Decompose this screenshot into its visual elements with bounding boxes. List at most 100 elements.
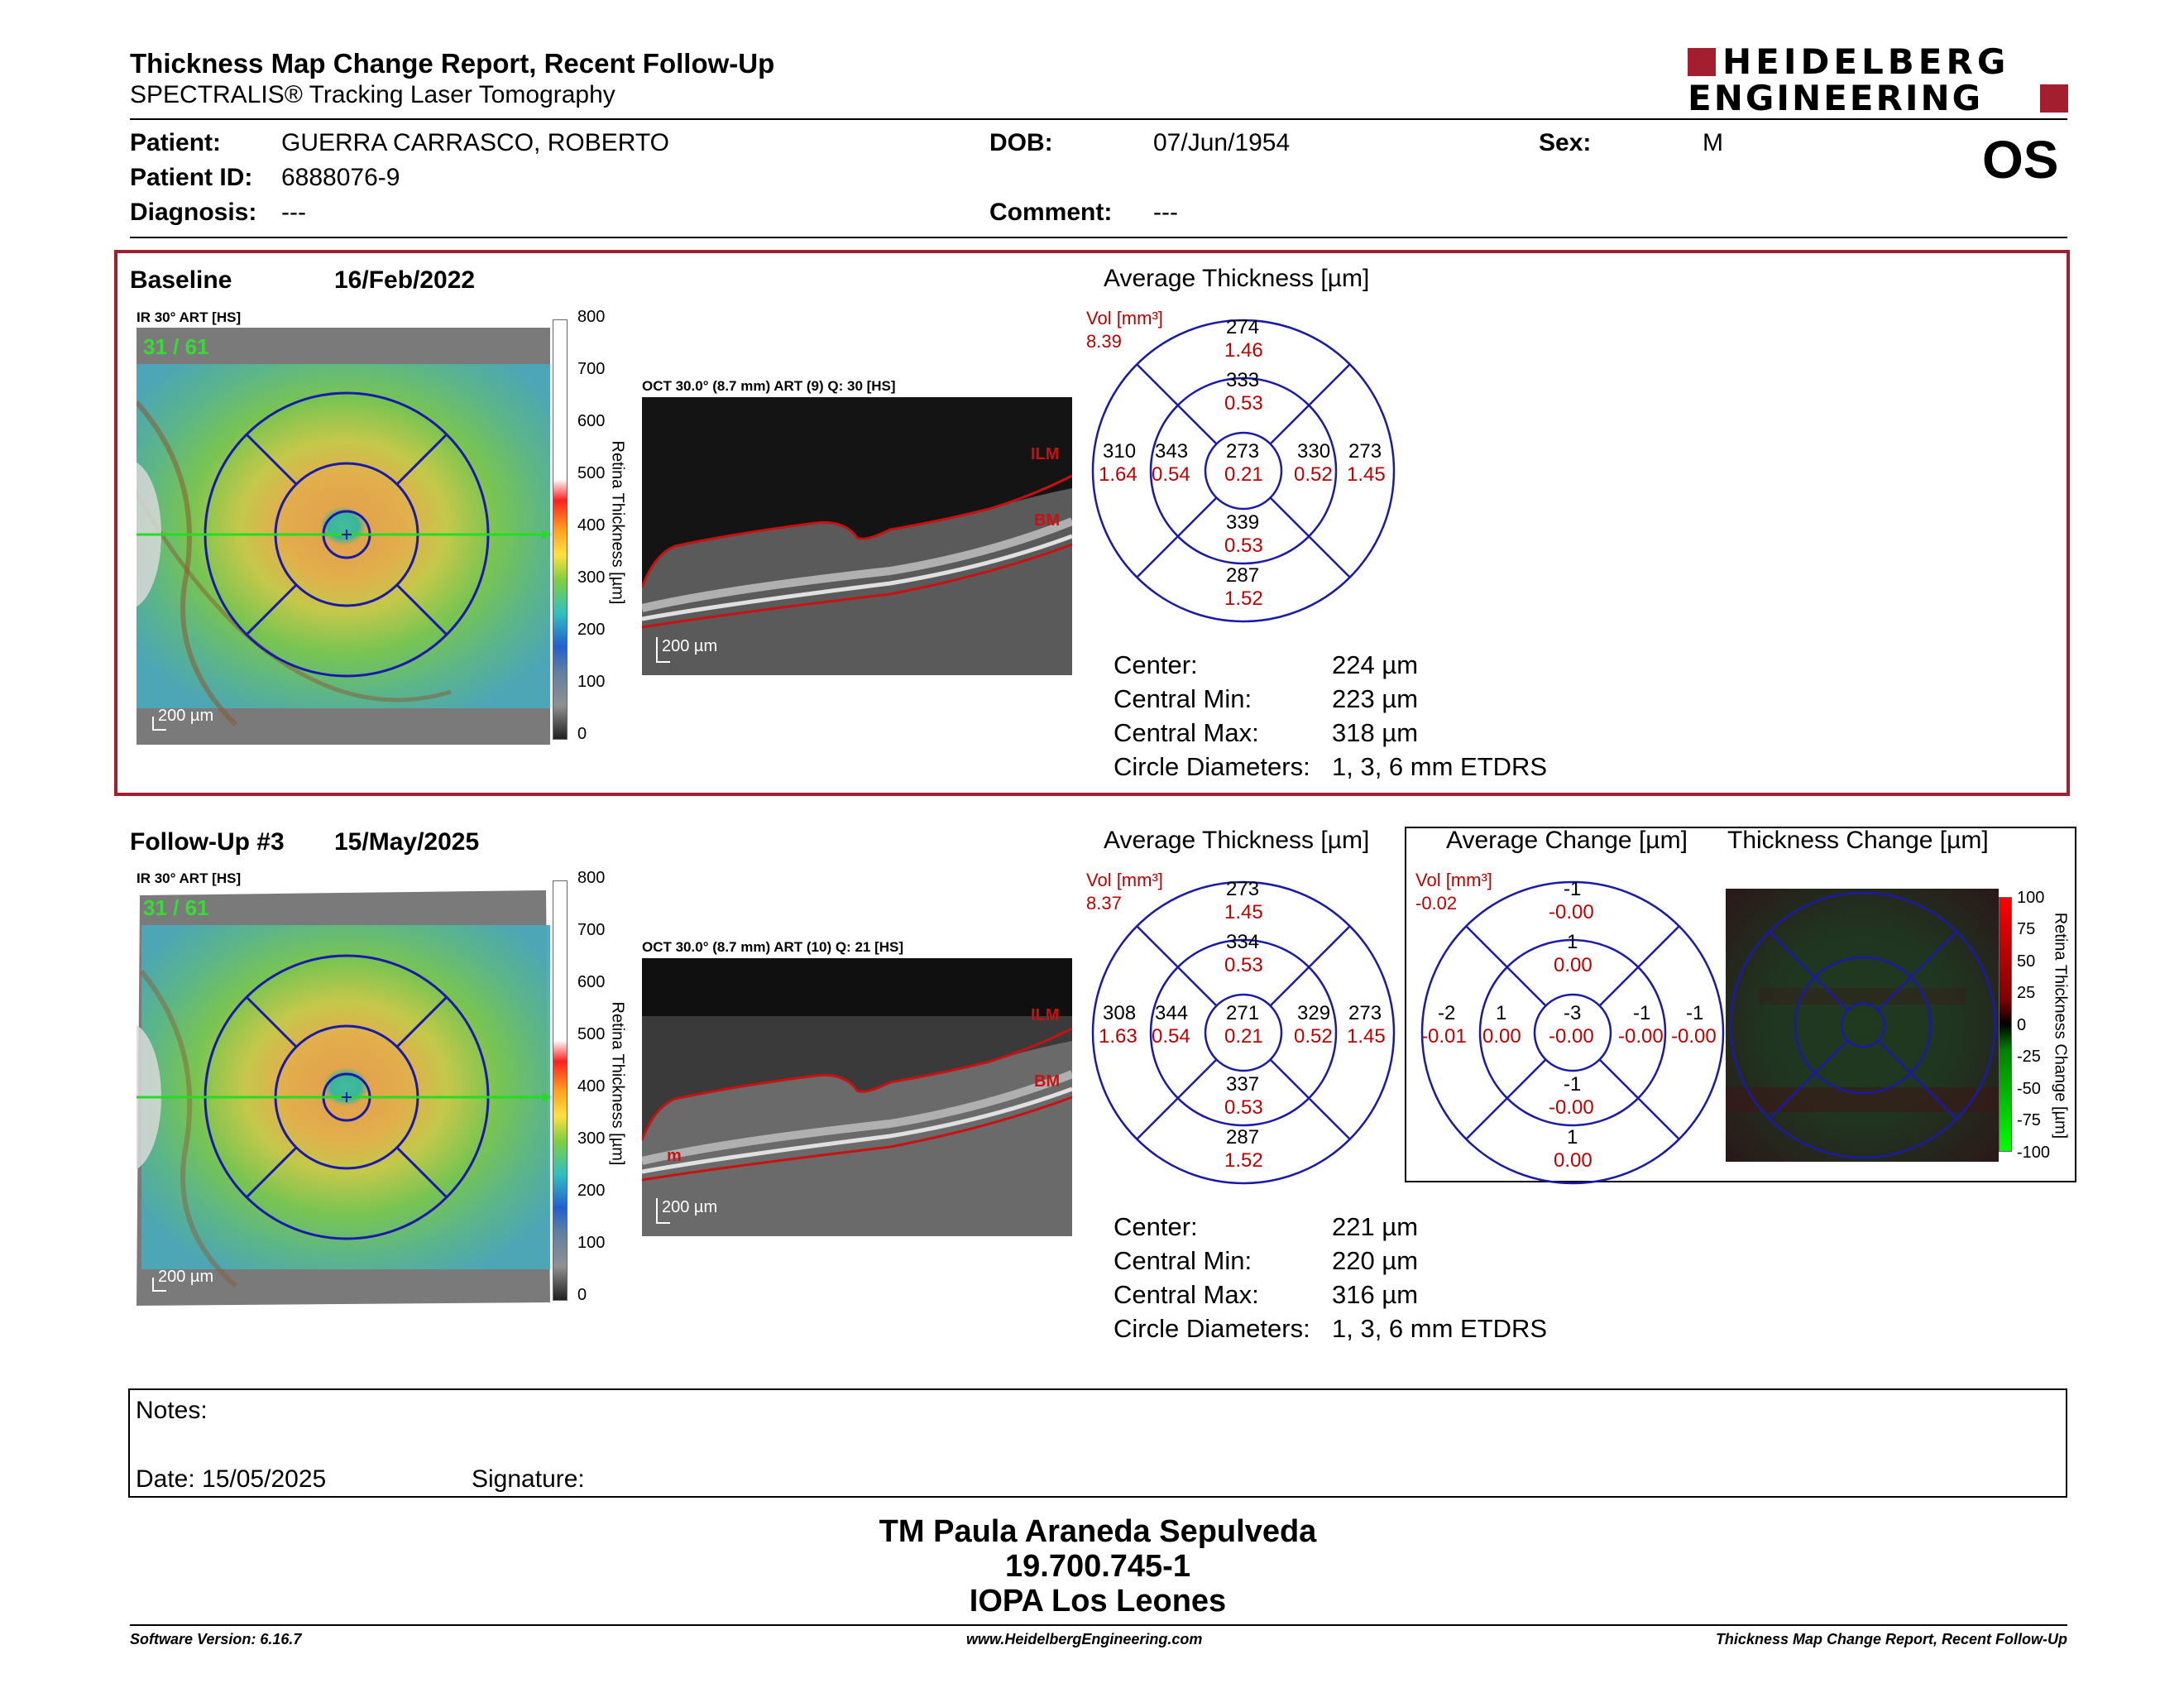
sector-volume: 0.52: [1294, 1025, 1333, 1048]
followup-oct-ilm: ILM: [1031, 1006, 1060, 1024]
sector-change: -1: [1633, 1002, 1651, 1024]
sector-thickness: 339: [1226, 511, 1260, 534]
notes-signature: Signature:: [472, 1465, 585, 1493]
followup-oct-bm-mark: m: [667, 1147, 682, 1165]
thickness-change-title: Thickness Change [µm]: [1727, 827, 1989, 854]
sector-volume-change: 0.00: [1482, 1025, 1521, 1048]
sector-thickness: 287: [1226, 1126, 1260, 1149]
sector-thickness: 271: [1226, 1002, 1260, 1024]
sector-thickness: 287: [1226, 564, 1260, 587]
sector-thickness: 344: [1155, 1002, 1189, 1024]
followup-ir-label: IR 30° ART [HS]: [136, 870, 242, 886]
sector-change: 1: [1496, 1002, 1507, 1024]
baseline-vol-label: Vol [mm³]: [1086, 308, 1163, 328]
footer-report: Thickness Map Change Report, Recent Foll…: [1715, 1631, 2067, 1647]
report-subtitle: SPECTRALIS® Tracking Laser Tomography: [130, 81, 615, 108]
diagnosis-label: Diagnosis:: [130, 199, 257, 226]
footer-version: Software Version: 6.16.7: [130, 1631, 302, 1647]
header-divider: [130, 118, 2067, 120]
baseline-scale-label: Retina Thickness [µm]: [608, 440, 627, 605]
sector-thickness: 329: [1297, 1002, 1331, 1024]
baseline-oct-scale: 200 µm: [662, 637, 718, 655]
sector-volume: 1.45: [1224, 901, 1263, 923]
footer-divider: [130, 1624, 2067, 1626]
change-tick: -100: [2017, 1144, 2051, 1162]
baseline-oct-image: ILM BM 200 µm: [642, 397, 1072, 675]
sector-thickness: 330: [1297, 440, 1331, 463]
scale-tick: 600: [577, 973, 606, 991]
stat-value: 318 µm: [1332, 718, 1419, 747]
change-vol-value: -0.02: [1415, 893, 1458, 914]
sector-volume: 0.21: [1224, 463, 1263, 486]
sector-change: 1: [1567, 931, 1578, 953]
baseline-label: Baseline: [130, 266, 232, 294]
sector-volume: 0.52: [1294, 463, 1333, 486]
followup-oct-label: OCT 30.0° (8.7 mm) ART (10) Q: 21 [HS]: [642, 939, 904, 955]
baseline-thickness-scale: [553, 319, 568, 740]
sector-change: -2: [1438, 1002, 1456, 1024]
patient-id-label: Patient ID:: [130, 164, 253, 191]
baseline-ir-svg: [136, 328, 550, 745]
sector-volume: 0.53: [1224, 392, 1263, 415]
logo-square-bottom: [2040, 84, 2068, 113]
sector-change: 1: [1567, 1126, 1578, 1149]
scale-tick: 0: [577, 725, 587, 743]
sector-volume: 0.53: [1224, 954, 1263, 976]
scale-tick: 300: [577, 568, 606, 587]
change-tick: -75: [2017, 1111, 2041, 1129]
scale-tick: 800: [577, 308, 606, 326]
followup-etdrs-chart: [1091, 880, 1396, 1185]
sector-volume: 1.52: [1224, 1149, 1263, 1172]
baseline-ir-label: IR 30° ART [HS]: [136, 309, 242, 325]
followup-label: Follow-Up #3: [130, 828, 285, 856]
change-scale-label: Retina Thickness Change [µm]: [2051, 912, 2070, 1139]
baseline-vol-value: 8.39: [1086, 331, 1122, 352]
change-tick: 75: [2017, 920, 2036, 938]
change-tick: 100: [2017, 889, 2045, 907]
sector-change: -1: [1564, 878, 1582, 900]
sector-thickness: 333: [1226, 369, 1260, 391]
diagnosis-value: ---: [281, 199, 306, 226]
sector-volume: 0.21: [1224, 1025, 1263, 1048]
sector-thickness: 343: [1155, 440, 1189, 463]
sector-thickness: 273: [1348, 440, 1382, 463]
change-tick: 0: [2017, 1016, 2027, 1034]
stat-label: Central Min:: [1114, 1246, 1252, 1275]
baseline-oct-bm: BM: [1034, 511, 1061, 530]
logo-square-top: [1688, 48, 1716, 76]
sector-thickness: 274: [1226, 316, 1260, 338]
followup-ir-scale: 200 µm: [158, 1268, 214, 1286]
scale-tick: 500: [577, 1025, 606, 1043]
scale-tick: 200: [577, 1182, 606, 1200]
sector-volume-change: -0.00: [1618, 1025, 1664, 1048]
sector-thickness: 273: [1226, 878, 1260, 900]
sector-volume: 0.54: [1152, 1025, 1190, 1048]
change-color-scale: [1999, 897, 2012, 1152]
stat-value: 220 µm: [1332, 1246, 1419, 1275]
sector-thickness: 308: [1103, 1002, 1137, 1024]
notes-date: Date: 15/05/2025: [136, 1465, 327, 1493]
scale-tick: 400: [577, 1077, 606, 1096]
sector-volume-change: -0.00: [1671, 1025, 1717, 1048]
dob-value: 07/Jun/1954: [1153, 129, 1291, 156]
notes-label: Notes:: [136, 1397, 208, 1424]
notes-box[interactable]: [128, 1388, 2067, 1498]
change-vol-label: Vol [mm³]: [1415, 870, 1492, 890]
change-tick: -25: [2017, 1048, 2041, 1066]
scale-tick: 700: [577, 921, 606, 939]
followup-ir-image: 31 / 61 200 µm: [136, 889, 550, 1306]
baseline-oct-ilm: ILM: [1031, 445, 1060, 463]
followup-vol-label: Vol [mm³]: [1086, 870, 1163, 890]
sector-volume: 0.53: [1224, 1096, 1263, 1119]
report-title: Thickness Map Change Report, Recent Foll…: [130, 48, 775, 79]
scale-tick: 100: [577, 673, 606, 691]
stat-label: Center:: [1114, 650, 1198, 679]
sector-volume: 1.45: [1347, 1025, 1386, 1048]
footer-website[interactable]: www.HeidelbergEngineering.com: [966, 1631, 1203, 1647]
change-tick: 25: [2017, 984, 2036, 1002]
sector-volume-change: -0.01: [1421, 1025, 1467, 1048]
stat-label: Central Min:: [1114, 684, 1252, 713]
thickness-change-map: [1726, 889, 1999, 1162]
sector-volume: 0.54: [1152, 463, 1190, 486]
sector-volume: 1.46: [1224, 339, 1263, 362]
